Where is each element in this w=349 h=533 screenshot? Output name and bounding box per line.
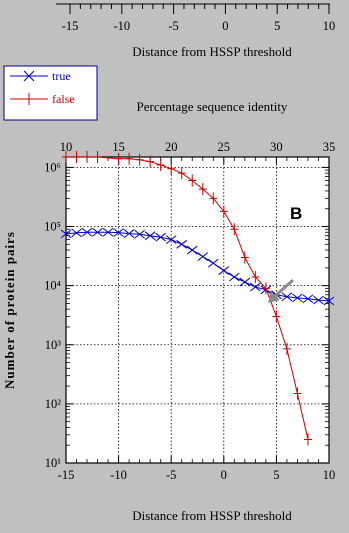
top-x-tick-label: 25: [218, 140, 231, 154]
top-x-tick-label: 10: [60, 140, 73, 154]
data-point-true: [218, 266, 230, 275]
x-tick-label: 0: [221, 468, 227, 482]
legend-true-label: true: [52, 69, 71, 83]
plot-area: [65, 156, 330, 464]
data-point-false: [272, 310, 281, 323]
x-tick-labels: -15 -10 -5 0 5 10: [58, 468, 336, 482]
x-tick-label: -5: [166, 468, 176, 482]
y-tick-label: 10⁵: [44, 220, 61, 234]
data-point-false: [293, 387, 302, 400]
data-point-false: [261, 282, 270, 295]
legend-false-label: false: [52, 92, 75, 106]
data-point-false: [72, 151, 81, 163]
y-tick-label: 10²: [45, 397, 62, 411]
data-point-true: [102, 227, 114, 237]
data-point-true: [323, 296, 335, 306]
top-x-tick-label: 15: [112, 140, 125, 154]
data-point-true: [123, 229, 135, 238]
data-point-false: [240, 251, 249, 264]
top-x-axis-title: Percentage sequence identity: [137, 99, 288, 114]
previous-panel-fragment: -15 -10 -5 0 5 10 Distance from HSSP threshol…: [56, 3, 336, 59]
data-point-true: [155, 232, 166, 242]
y-tick-label: 10⁴: [44, 279, 61, 293]
data-point-false: [125, 152, 134, 165]
data-point-true: [292, 293, 303, 303]
y-tick-labels: 10¹ 10² 10³ 10⁴ 10⁵ 10⁶: [44, 160, 61, 470]
data-point-false: [114, 152, 123, 165]
fragment-tick-label: -10: [113, 19, 130, 33]
arrow-shaft: [272, 279, 294, 299]
y-tick-label: 10¹: [45, 456, 62, 470]
data-point-true: [134, 229, 145, 239]
legend-true-marker: [23, 70, 35, 82]
data-point-false: [62, 151, 70, 163]
data-point-true: [144, 231, 156, 241]
data-point-true: [176, 239, 188, 249]
fragment-x-axis-title: Distance from HSSP threshold: [132, 44, 292, 59]
x-tick-label: -10: [110, 468, 127, 482]
data-point-false: [83, 151, 92, 163]
data-point-false: [177, 167, 186, 180]
y-tick-label: 10³: [45, 338, 62, 352]
y-tick-label: 10⁶: [44, 160, 61, 174]
data-point-true: [239, 277, 251, 287]
data-point-true: [113, 228, 124, 237]
data-point-true: [250, 282, 261, 292]
arrow-head: [268, 291, 280, 303]
data-point-false: [156, 158, 165, 171]
data-point-false: [230, 223, 239, 236]
x-tick-label: -15: [58, 468, 75, 482]
data-point-true: [81, 227, 93, 237]
data-point-false: [167, 162, 176, 175]
data-point-true: [302, 294, 314, 304]
top-x-tick-label: 35: [323, 140, 336, 154]
data-point-true: [71, 228, 82, 238]
data-point-true: [229, 272, 240, 282]
data-point-false: [198, 183, 207, 196]
fragment-tick-label: 10: [323, 19, 336, 33]
data-point-true: [60, 229, 72, 239]
series-layer: [60, 151, 335, 446]
data-point-false: [303, 433, 312, 446]
data-point-false: [219, 205, 228, 218]
x-tick-label: 5: [273, 468, 279, 482]
data-point-false: [282, 342, 291, 355]
data-point-true: [186, 245, 198, 255]
data-point-false: [93, 151, 102, 163]
top-x-tick-label: 20: [165, 140, 178, 154]
data-point-true: [281, 292, 293, 302]
fragment-tick-label: -15: [62, 19, 79, 33]
data-point-false: [251, 271, 260, 284]
fragment-ticks: [69, 4, 330, 14]
x-tick-label: 10: [323, 468, 336, 482]
top-x-tick-label: 30: [270, 140, 283, 154]
legend-false-marker: [23, 93, 35, 105]
fragment-tick-labels: -15 -10 -5 0 5 10: [62, 19, 336, 33]
panel-label: B: [290, 204, 302, 223]
data-point-false: [188, 174, 197, 187]
data-point-true: [313, 295, 324, 305]
fragment-tick-label: 5: [274, 19, 280, 33]
y-axis-title: Number of protein pairs: [2, 231, 17, 389]
data-point-true: [197, 252, 209, 261]
fragment-tick-label: -5: [168, 19, 178, 33]
legend: true false: [3, 65, 98, 121]
data-point-false: [146, 155, 155, 168]
data-point-true: [165, 235, 177, 245]
axis-ticks: [65, 157, 330, 464]
top-x-tick-labels: 10 15 20 25 30 35: [60, 140, 336, 154]
crossover-arrow: [268, 279, 294, 303]
data-point-false: [135, 153, 144, 166]
data-point-true: [207, 258, 219, 268]
fragment-tick-label: 0: [222, 19, 228, 33]
series-line-true: [65, 231, 330, 302]
data-point-false: [209, 192, 218, 205]
data-point-true: [92, 227, 103, 237]
x-axis-title: Distance from HSSP threshold: [132, 508, 292, 523]
legend-box: [3, 65, 98, 121]
